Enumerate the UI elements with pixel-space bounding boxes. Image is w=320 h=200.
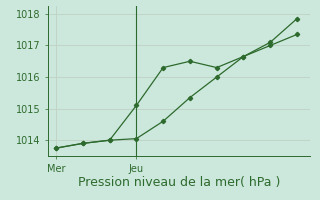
X-axis label: Pression niveau de la mer( hPa ): Pression niveau de la mer( hPa ): [78, 176, 280, 189]
